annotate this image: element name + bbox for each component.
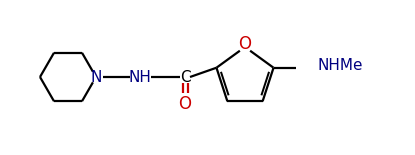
Text: N: N: [90, 69, 102, 84]
Text: NH: NH: [129, 69, 151, 84]
Text: O: O: [239, 35, 251, 53]
Text: O: O: [178, 95, 191, 113]
Text: NHMe: NHMe: [317, 58, 363, 73]
Text: C: C: [180, 69, 190, 84]
